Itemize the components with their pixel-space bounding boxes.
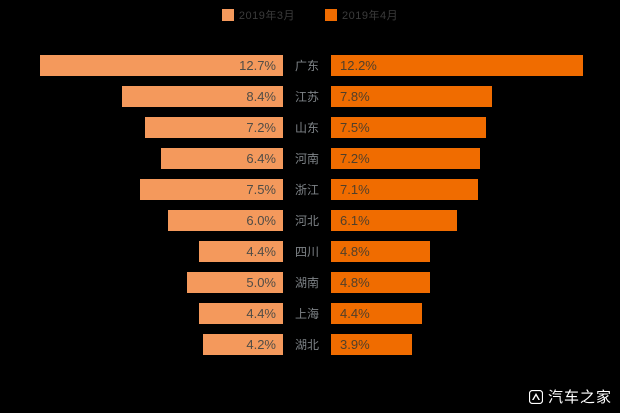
category-label: 河南 — [294, 152, 319, 166]
category-label: 江苏 — [294, 90, 319, 104]
category-label: 浙江 — [294, 183, 319, 197]
left-bar-cell: 8.4% — [0, 86, 283, 107]
left-bar-cell: 12.7% — [0, 55, 283, 76]
value-label-series2: 4.8% — [340, 275, 370, 290]
right-bar-cell: 7.8% — [331, 86, 620, 107]
bar-series1: 4.2% — [202, 334, 283, 355]
category-label: 四川 — [294, 245, 319, 259]
bar-series1: 4.4% — [198, 303, 283, 324]
legend-item-series1: 2019年3月 — [221, 7, 295, 23]
bar-row: 6.0% 河北 6.1% — [0, 210, 620, 231]
left-bar-cell: 5.0% — [0, 272, 283, 293]
value-label-series1: 4.4% — [246, 306, 276, 321]
bar-series1: 8.4% — [122, 86, 283, 107]
value-label-series1: 12.7% — [239, 58, 276, 73]
bar-series1: 7.5% — [139, 179, 283, 200]
right-bar-cell: 7.1% — [331, 179, 620, 200]
bar-row: 4.2% 湖北 3.9% — [0, 334, 620, 355]
value-label-series1: 6.0% — [246, 213, 276, 228]
value-label-series1: 8.4% — [246, 89, 276, 104]
legend-label-series2: 2019年4月 — [342, 10, 399, 22]
category-label: 湖南 — [294, 276, 319, 290]
bar-series2: 7.1% — [331, 179, 478, 200]
value-label-series2: 12.2% — [340, 58, 377, 73]
right-bar-cell: 4.8% — [331, 241, 620, 262]
bar-series2: 7.2% — [331, 148, 480, 169]
value-label-series2: 4.4% — [340, 306, 370, 321]
bar-series1: 4.4% — [198, 241, 283, 262]
value-label-series1: 6.4% — [246, 151, 276, 166]
category-label: 湖北 — [294, 338, 319, 352]
value-label-series2: 7.2% — [340, 151, 370, 166]
value-label-series1: 7.2% — [246, 120, 276, 135]
bar-series1: 7.2% — [145, 117, 283, 138]
left-bar-cell: 7.2% — [0, 117, 283, 138]
watermark: 汽车之家 — [528, 386, 612, 407]
bar-series2: 7.8% — [331, 86, 493, 107]
value-label-series2: 6.1% — [340, 213, 370, 228]
bar-series2: 4.8% — [331, 272, 431, 293]
legend-label-series1: 2019年3月 — [238, 10, 295, 22]
value-label-series1: 5.0% — [246, 275, 276, 290]
bar-row: 7.5% 浙江 7.1% — [0, 179, 620, 200]
bar-series1: 6.4% — [160, 148, 283, 169]
bar-row: 6.4% 河南 7.2% — [0, 148, 620, 169]
left-bar-cell: 4.4% — [0, 241, 283, 262]
value-label-series2: 7.5% — [340, 120, 370, 135]
bar-series1: 12.7% — [40, 55, 283, 76]
value-label-series2: 4.8% — [340, 244, 370, 259]
bar-row: 12.7% 广东 12.2% — [0, 55, 620, 76]
right-bar-cell: 12.2% — [331, 55, 620, 76]
left-bar-cell: 4.4% — [0, 303, 283, 324]
category-label: 广东 — [294, 59, 319, 73]
left-bar-cell: 7.5% — [0, 179, 283, 200]
bar-series2: 6.1% — [331, 210, 458, 231]
category-label: 上海 — [294, 307, 319, 321]
bar-row: 7.2% 山东 7.5% — [0, 117, 620, 138]
value-label-series2: 7.8% — [340, 89, 370, 104]
value-label-series2: 7.1% — [340, 182, 370, 197]
right-bar-cell: 7.5% — [331, 117, 620, 138]
bar-row: 4.4% 上海 4.4% — [0, 303, 620, 324]
bar-series2: 7.5% — [331, 117, 486, 138]
bar-row: 4.4% 四川 4.8% — [0, 241, 620, 262]
right-bar-cell: 4.8% — [331, 272, 620, 293]
bar-series2: 12.2% — [331, 55, 584, 76]
legend: 2019年3月 2019年4月 — [0, 7, 620, 23]
right-bar-cell: 6.1% — [331, 210, 620, 231]
right-bar-cell: 3.9% — [331, 334, 620, 355]
value-label-series2: 3.9% — [340, 337, 370, 352]
bar-series2: 4.4% — [331, 303, 422, 324]
bar-series2: 4.8% — [331, 241, 431, 262]
legend-item-series2: 2019年4月 — [325, 7, 398, 23]
left-bar-cell: 6.4% — [0, 148, 283, 169]
bar-series1: 5.0% — [187, 272, 283, 293]
category-label: 山东 — [294, 121, 319, 135]
value-label-series1: 4.2% — [246, 337, 276, 352]
left-bar-cell: 4.2% — [0, 334, 283, 355]
right-bar-cell: 7.2% — [331, 148, 620, 169]
value-label-series1: 7.5% — [246, 182, 276, 197]
autohome-logo-icon — [528, 389, 543, 404]
legend-swatch-light — [221, 9, 234, 21]
bar-row: 8.4% 江苏 7.8% — [0, 86, 620, 107]
left-bar-cell: 6.0% — [0, 210, 283, 231]
right-bar-cell: 4.4% — [331, 303, 620, 324]
legend-swatch-dark — [325, 9, 337, 21]
value-label-series1: 4.4% — [246, 244, 276, 259]
bar-rows: 12.7% 广东 12.2% 8.4% 江苏 7.8% 7.2% 山东 7.5% 6.4% 河南 7.… — [0, 55, 620, 365]
bar-series2: 3.9% — [331, 334, 412, 355]
bar-row: 5.0% 湖南 4.8% — [0, 272, 620, 293]
bar-series1: 6.0% — [168, 210, 283, 231]
category-label: 河北 — [294, 214, 319, 228]
watermark-text: 汽车之家 — [547, 389, 612, 406]
